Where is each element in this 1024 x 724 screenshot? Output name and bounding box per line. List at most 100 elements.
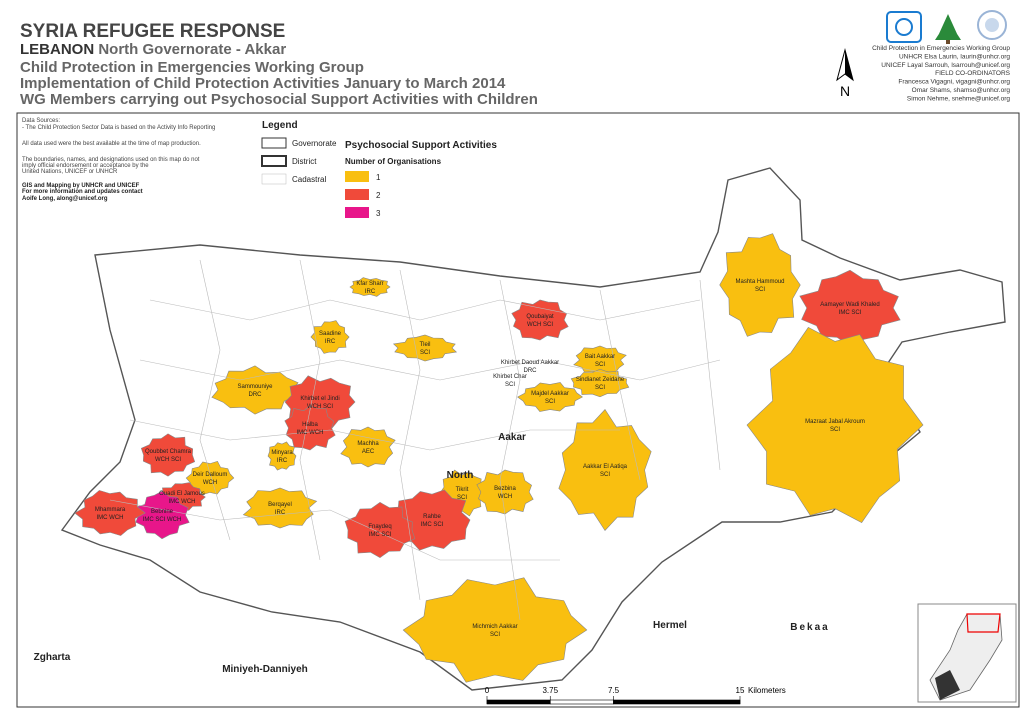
header-line: Implementation of Child Protection Activ… xyxy=(20,75,506,92)
place-name: Khirbet Daoud Aakkar xyxy=(501,360,559,366)
cadastral-area xyxy=(570,368,630,398)
place-orgs: SCI xyxy=(595,385,605,391)
place-name: Bebnine xyxy=(151,509,174,515)
source-line: GIS and Mapping by UNHCR and UNICEF xyxy=(22,183,140,189)
place-name: Qoubaiyat xyxy=(526,314,554,320)
place-orgs: SCI xyxy=(830,427,840,433)
legend-swatch xyxy=(261,155,287,167)
place-name: Ouadi El Jamous xyxy=(159,491,205,497)
place-orgs: IMC WCH xyxy=(97,515,124,521)
source-line: All data used were the best available at… xyxy=(22,141,201,147)
legend-class-label: 3 xyxy=(376,209,381,218)
place-name: Tikrit xyxy=(456,487,469,493)
place-orgs: SCI xyxy=(490,632,500,638)
place-name: Mashta Hammoud xyxy=(735,279,784,285)
place-name: Qoubbet Chamra xyxy=(145,449,192,455)
place-orgs: IMC SCI xyxy=(839,310,862,316)
inset-highlight xyxy=(966,613,1001,633)
source-line: imply official endorsement or acceptance… xyxy=(22,163,149,169)
source-line: Data Sources: xyxy=(22,118,60,124)
place-orgs: IMC SCI WCH xyxy=(143,517,182,523)
place-orgs: IRC xyxy=(277,458,288,464)
cadastral-area xyxy=(511,299,569,341)
contact-line: UNHCR Elsa Laurin, laurin@unhcr.org xyxy=(899,53,1010,60)
place-name: Khirbet el Jindi xyxy=(300,396,339,402)
source-line: - The Child Protection Sector Data is ba… xyxy=(22,125,215,131)
place-orgs: DRC xyxy=(249,392,263,398)
legend-class-swatch xyxy=(345,189,369,200)
place-orgs: SCI xyxy=(600,472,610,478)
place-orgs: AEC xyxy=(362,449,375,455)
contact-line: Simon Nehme, snehme@unicef.org xyxy=(907,95,1010,102)
cadastral-area xyxy=(476,469,534,515)
cadastral-area xyxy=(746,327,924,523)
cadastral-area xyxy=(517,382,583,412)
place-name: Khirbet Char xyxy=(493,374,527,380)
legend-count-title: Number of Organisations xyxy=(345,157,442,166)
legend-label: Governorate xyxy=(292,139,337,148)
north-arrow-half xyxy=(845,50,853,80)
source-line: United Nations, UNICEF or UNHCR xyxy=(22,169,118,175)
place-orgs: IMC SCI xyxy=(421,522,444,528)
legend-class-swatch xyxy=(345,207,369,218)
place-name: Fnaydeq xyxy=(368,524,391,530)
scale-label: 7.5 xyxy=(608,686,620,695)
cadastral-area xyxy=(719,233,801,337)
place-orgs: IMC WCH xyxy=(169,499,196,505)
place-orgs: SCI xyxy=(457,495,467,501)
legend-class-label: 1 xyxy=(376,173,381,182)
place-name: Kfar Sharr xyxy=(356,281,383,287)
cadastral-area xyxy=(310,320,350,354)
scale-label: 15 xyxy=(736,686,745,695)
legend-swatch xyxy=(261,137,287,149)
cedar-logo xyxy=(935,14,961,40)
place-orgs: IRC xyxy=(365,289,376,295)
scale-unit: Kilometers xyxy=(748,686,786,695)
cadastral-area xyxy=(349,277,391,297)
place-name: Rahbe xyxy=(423,514,441,520)
place-orgs: SCI xyxy=(755,287,765,293)
cadastral-area xyxy=(799,269,901,347)
region-label: Bekaa xyxy=(790,622,829,633)
place-name: Halba xyxy=(302,422,318,428)
source-line: The boundaries, names, and designations … xyxy=(22,157,200,163)
place-name: Sammouniye xyxy=(237,384,273,390)
place-orgs: SCI xyxy=(505,382,515,388)
contact-line: Omar Shams, shamso@unhcr.org xyxy=(912,87,1011,94)
legend-title: Legend xyxy=(262,120,298,131)
contact-line: UNICEF Layal Sarrouh, lsarrouh@unicef.or… xyxy=(881,62,1010,69)
cadastral-area xyxy=(402,577,588,683)
source-line: Aoife Long, along@unicef.org xyxy=(22,196,108,202)
legend-label: Cadastral xyxy=(292,175,326,184)
contact-line: Francesca Vigagni, vigagni@unhcr.org xyxy=(898,79,1010,86)
place-orgs: DRC xyxy=(524,368,538,374)
cadastral-area xyxy=(344,502,416,558)
country: LEBANON xyxy=(20,41,94,58)
cadastral-area xyxy=(284,405,336,451)
legend-swatch xyxy=(261,173,287,185)
place-orgs: SCI xyxy=(545,399,555,405)
place-name: Majdel Aakkar xyxy=(531,391,569,397)
region-label: Aakar xyxy=(498,432,526,443)
unicef-logo xyxy=(886,11,922,43)
region-label: Miniyeh-Danniyeh xyxy=(222,664,308,675)
place-name: Mhammara xyxy=(95,507,126,513)
area: North Governorate - Akkar xyxy=(98,41,286,58)
place-name: Bait Aakkar xyxy=(585,354,615,360)
place-orgs: IMC SCI xyxy=(369,532,392,538)
contact-line: FIELD CO-ORDINATORS xyxy=(935,70,1011,77)
cadastral-area xyxy=(558,409,652,531)
place-orgs: WCH SCI xyxy=(527,322,553,328)
header-line: WG Members carrying out Psychosocial Sup… xyxy=(20,91,538,108)
contact-line: Child Protection in Emergencies Working … xyxy=(872,45,1010,52)
inset-south xyxy=(935,670,960,700)
place-orgs: WCH SCI xyxy=(155,457,181,463)
header-line: Child Protection in Emergencies Working … xyxy=(20,59,364,76)
region-label: Zgharta xyxy=(34,652,71,663)
cadastral-area xyxy=(242,487,318,529)
legend-class-swatch xyxy=(345,171,369,182)
region-label: Hermel xyxy=(653,620,687,631)
legend-class-label: 2 xyxy=(376,191,381,200)
place-name: Machha xyxy=(357,441,379,447)
